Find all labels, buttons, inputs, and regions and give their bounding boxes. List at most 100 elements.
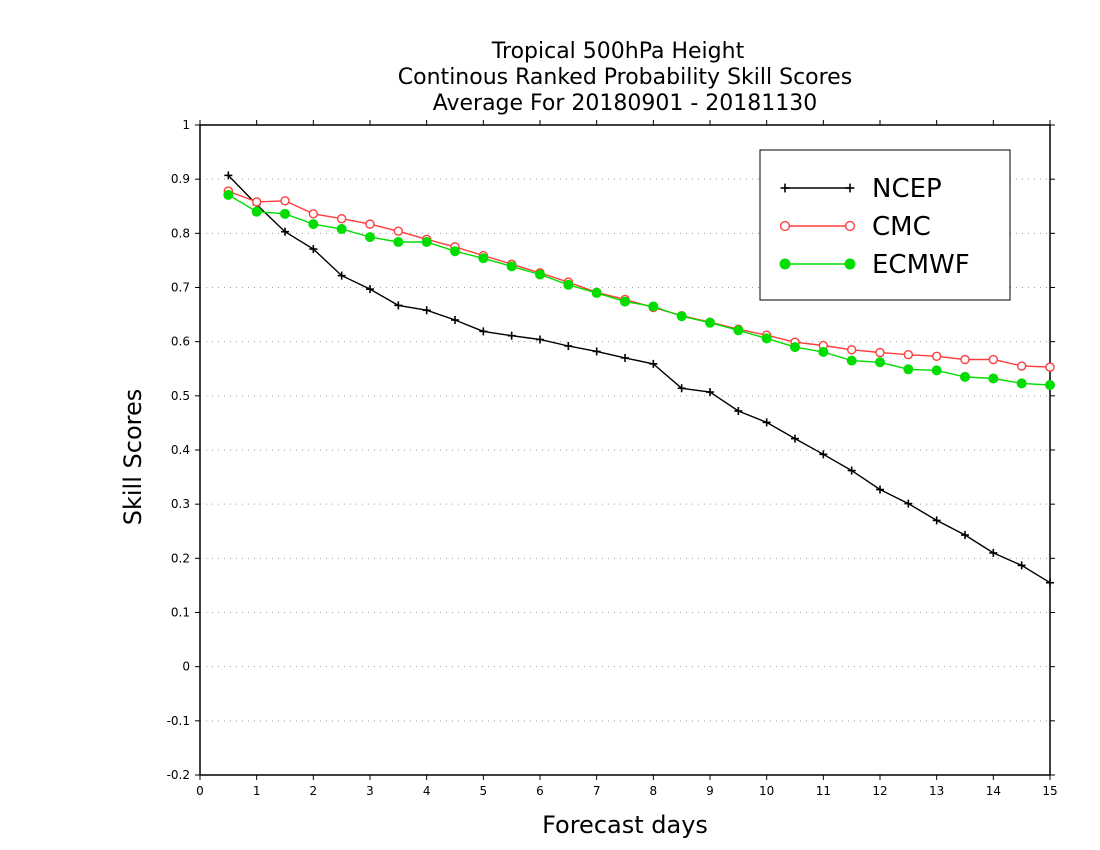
plus-marker [479, 327, 488, 336]
filled-circle-marker [931, 365, 942, 376]
open-circle-marker [308, 209, 319, 219]
x-tick-label: 4 [423, 784, 431, 798]
filled-circle-marker [818, 346, 829, 357]
plus-marker [961, 531, 969, 540]
y-tick-label: 0.2 [171, 551, 190, 565]
filled-circle-marker [875, 357, 885, 368]
data-point-cmc [393, 226, 404, 236]
plus-marker [394, 301, 403, 310]
filled-circle-marker [733, 325, 744, 336]
open-circle-marker [931, 351, 942, 361]
data-point-cmc [846, 345, 857, 355]
plus-marker [281, 227, 289, 236]
data-point-ncep [394, 301, 403, 310]
data-point-ncep [281, 227, 289, 236]
data-point-ecmwf [846, 355, 857, 366]
data-point-ecmwf [478, 253, 489, 264]
data-point-ecmwf [393, 237, 404, 247]
y-tick-label: 0.6 [171, 335, 190, 349]
x-tick-label: 14 [986, 784, 1001, 798]
filled-circle-marker [1016, 378, 1027, 389]
plus-marker [451, 316, 459, 324]
series-lines [223, 171, 1055, 587]
data-point-ncep [621, 353, 629, 362]
legend: NCEP CMC ECMWF [759, 149, 1011, 301]
data-point-ecmwf [648, 301, 659, 312]
plus-marker [876, 485, 884, 494]
plus-marker [309, 245, 318, 254]
data-point-ecmwf [336, 224, 347, 234]
data-point-cmc [336, 214, 347, 224]
open-circle-marker [875, 347, 885, 358]
filled-circle-marker [421, 237, 432, 247]
open-circle-marker [365, 219, 375, 229]
legend-entries: NCEP CMC ECMWF [779, 174, 970, 280]
plus-marker [564, 342, 573, 350]
filled-circle-marker [620, 296, 630, 307]
y-tick-label: 0.1 [171, 606, 190, 620]
plus-marker [366, 285, 374, 294]
data-point-cmc [1045, 362, 1055, 372]
filled-circle-marker [648, 301, 659, 312]
data-point-ecmwf [251, 206, 262, 217]
x-axis-label: Forecast days [542, 811, 708, 839]
data-point-ncep [762, 418, 771, 427]
filled-circle-marker [450, 246, 460, 257]
x-tick-label: 5 [480, 784, 488, 798]
open-circle-marker [846, 345, 857, 355]
data-point-ecmwf [761, 333, 772, 344]
plus-marker [422, 306, 431, 315]
data-point-cmc [931, 351, 942, 361]
y-tick-label: 0.7 [171, 281, 190, 295]
data-point-ncep [564, 342, 573, 350]
data-point-cmc [251, 197, 262, 207]
plus-marker [932, 516, 941, 525]
data-point-cmc [365, 219, 375, 229]
data-point-ncep [1046, 578, 1054, 587]
filled-circle-marker [336, 224, 347, 234]
data-point-ncep [876, 485, 884, 494]
filled-circle-marker [676, 311, 687, 322]
data-point-ncep [706, 388, 714, 397]
legend-item-ncep: NCEP [780, 174, 942, 204]
data-point-ecmwf [705, 317, 715, 328]
legend-label-ecmwf: ECMWF [872, 250, 970, 280]
filled-circle-marker [988, 373, 999, 384]
plus-marker [1017, 561, 1026, 570]
x-tick-label: 9 [706, 784, 714, 798]
data-point-ecmwf [365, 232, 375, 243]
data-point-ncep [791, 434, 799, 443]
filled-circle-marker [535, 269, 545, 280]
data-point-ecmwf [506, 261, 517, 272]
x-tick-label: 13 [929, 784, 944, 798]
data-point-ecmwf [563, 279, 574, 290]
data-point-cmc [308, 209, 319, 219]
y-tick-label: 0.9 [171, 172, 190, 186]
plus-marker [819, 450, 828, 459]
data-point-ncep [507, 331, 516, 340]
data-point-ecmwf [903, 364, 914, 375]
data-point-ncep [734, 407, 743, 415]
data-point-ncep [479, 327, 488, 336]
data-point-ncep [309, 245, 318, 254]
plus-marker [989, 548, 998, 557]
x-tick-label: 12 [872, 784, 887, 798]
plus-marker [507, 331, 516, 340]
data-point-ncep [366, 285, 374, 294]
x-tick-label: 1 [253, 784, 261, 798]
data-point-ncep [932, 516, 941, 525]
y-tick-label: -0.2 [167, 768, 190, 782]
x-tick-label: 2 [310, 784, 318, 798]
open-circle-marker [960, 354, 970, 365]
data-point-ncep [989, 548, 998, 557]
data-point-ncep [337, 271, 346, 280]
plus-marker [845, 183, 855, 193]
y-tick-label: 0.8 [171, 226, 190, 240]
legend-box [759, 149, 1011, 301]
series-ecmwf [223, 189, 1055, 390]
open-circle-marker [1045, 362, 1055, 372]
plus-marker [734, 407, 743, 415]
plus-marker [592, 347, 601, 356]
data-point-cmc [280, 196, 290, 206]
